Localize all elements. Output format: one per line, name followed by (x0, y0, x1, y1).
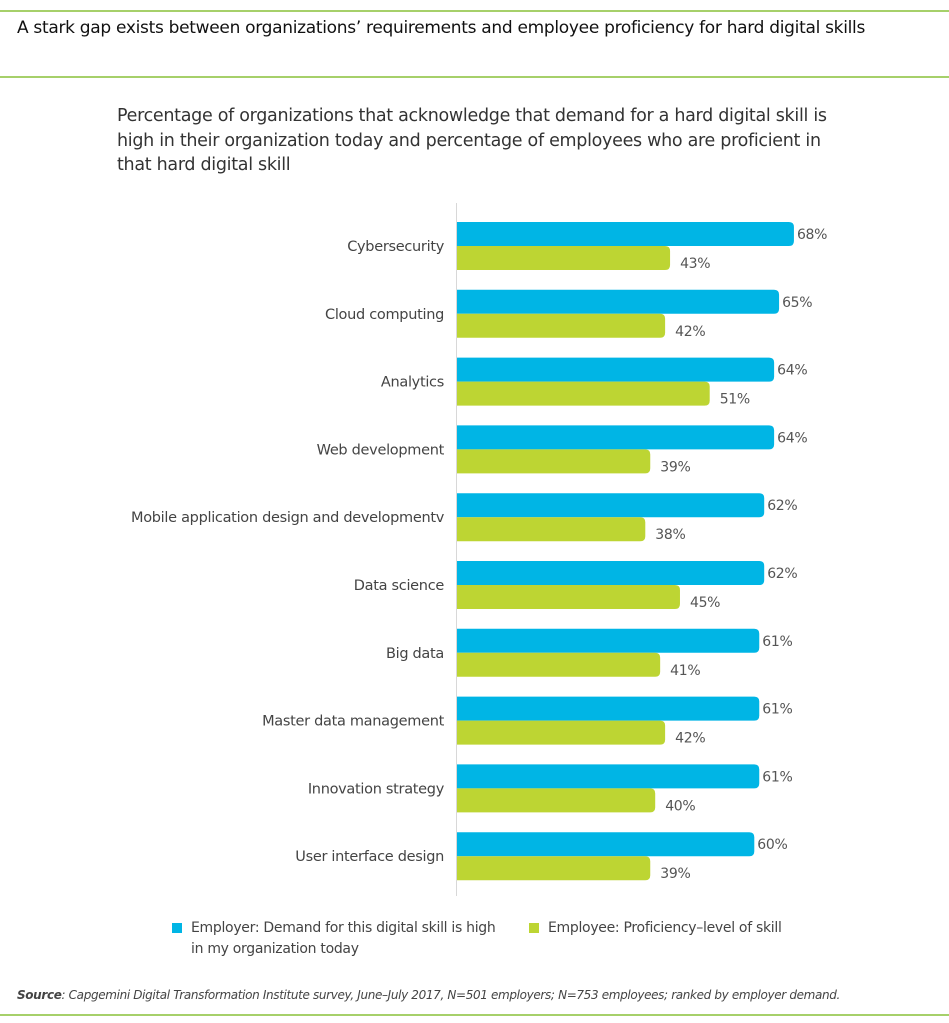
category-label: User interface design (295, 849, 444, 865)
bar-employee (457, 313, 666, 338)
bar-group: User interface design 60% 39% (295, 832, 788, 882)
bar-group: Master data management 61% 42% (262, 696, 793, 747)
legend-swatch-employee (529, 923, 539, 933)
bar-employee (457, 585, 680, 609)
bottom-rule (0, 1014, 949, 1016)
legend-item-employer: Employer: Demand for this digital skill … (172, 918, 502, 960)
value-label-employer: 61% (762, 634, 792, 650)
category-label: Analytics (381, 375, 444, 391)
value-label-employee: 51% (720, 392, 750, 408)
bar-group: Analytics 64% 51% (381, 357, 808, 408)
bar-group: Mobile application design and developmen… (131, 493, 798, 543)
bar-group: Innovation strategy 61% 40% (308, 764, 793, 814)
bar-employer (457, 493, 765, 518)
bar-employer (457, 561, 765, 585)
source-label: Source (17, 988, 62, 1002)
category-label: Data science (354, 578, 445, 594)
legend-swatch-employer (172, 923, 182, 933)
category-label: Cybersecurity (347, 239, 445, 255)
category-label: Big data (386, 646, 444, 662)
bar-group: Big data 61% 41% (386, 628, 793, 679)
chart-title: Percentage of organizations that acknowl… (117, 106, 827, 175)
value-label-employer: 60% (757, 837, 787, 853)
value-label-employee: 41% (670, 663, 700, 679)
bar-employer (457, 425, 775, 450)
bar-group: Cybersecurity 68% 43% (347, 222, 827, 272)
category-label: Master data management (262, 714, 445, 730)
bar-employee (457, 246, 671, 270)
value-label-employee: 40% (665, 798, 695, 814)
bar-employer (457, 222, 794, 246)
value-label-employer: 62% (767, 498, 797, 514)
legend-label-employer: Employer: Demand for this digital skill … (191, 920, 496, 957)
bar-group: Web development 64% 39% (317, 425, 808, 475)
source-note: Source: Capgemini Digital Transformation… (17, 988, 937, 1002)
value-label-employer: 61% (762, 769, 792, 785)
category-label: Web development (317, 442, 445, 458)
value-label-employee: 45% (690, 595, 720, 611)
category-label: Cloud computing (325, 307, 444, 323)
top-rule (0, 10, 949, 12)
bar-employer (457, 357, 775, 382)
legend-label-employee: Employee: Proficiency–level of skill (548, 920, 782, 936)
bar-employee (457, 517, 646, 542)
bar-employee (457, 449, 651, 474)
category-label: Innovation strategy (308, 781, 445, 797)
value-label-employee: 42% (675, 731, 705, 747)
value-label-employer: 64% (777, 430, 807, 446)
category-label: Mobile application design and developmen… (131, 510, 445, 526)
bar-employee (457, 720, 666, 745)
bar-group: Data science 62% 45% (354, 561, 798, 611)
bar-employer (457, 628, 760, 653)
bar-employer (457, 696, 760, 721)
bar-employee (457, 652, 661, 677)
value-label-employer: 61% (762, 702, 792, 718)
value-label-employee: 39% (660, 866, 690, 882)
source-text: : Capgemini Digital Transformation Insti… (61, 988, 841, 1002)
bar-employer (457, 764, 760, 789)
bar-employer (457, 832, 755, 857)
bar-employer (457, 289, 780, 314)
bars-layer: Cybersecurity 68% 43% Cloud computing 65% 42%… (131, 222, 827, 882)
legend-item-employee: Employee: Proficiency–level of skill (529, 918, 859, 939)
value-label-employer: 65% (782, 295, 812, 311)
value-label-employer: 64% (777, 363, 807, 379)
value-label-employee: 39% (660, 459, 690, 475)
value-label-employer: 68% (797, 227, 827, 243)
bar-group: Cloud computing 65% 42% (325, 289, 813, 340)
bar-employee (457, 788, 656, 813)
page-title: A stark gap exists between organizations… (17, 18, 866, 38)
title-rule (0, 76, 949, 78)
value-label-employee: 43% (680, 256, 710, 272)
value-label-employer: 62% (767, 566, 797, 582)
bar-employee (457, 381, 710, 406)
bar-employee (457, 856, 651, 881)
value-label-employee: 42% (675, 324, 705, 340)
value-label-employee: 38% (655, 527, 685, 543)
